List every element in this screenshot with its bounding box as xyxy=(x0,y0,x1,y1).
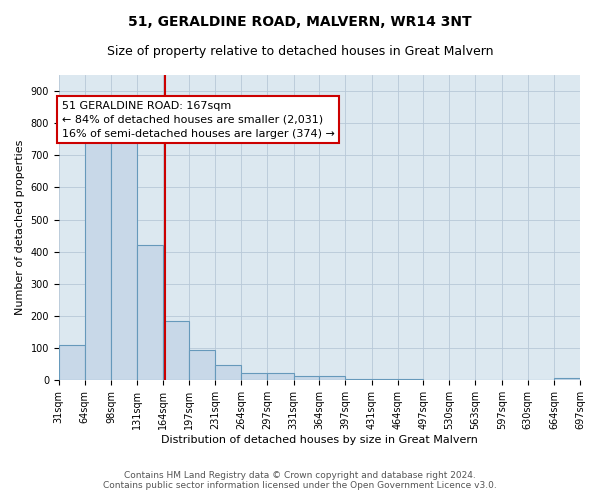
Bar xyxy=(137,246,163,380)
Bar xyxy=(372,378,398,380)
Bar xyxy=(111,140,137,380)
Bar xyxy=(215,365,241,380)
Y-axis label: Number of detached properties: Number of detached properties xyxy=(15,140,25,316)
Bar xyxy=(319,376,345,380)
Text: 51 GERALDINE ROAD: 167sqm
← 84% of detached houses are smaller (2,031)
16% of se: 51 GERALDINE ROAD: 167sqm ← 84% of detac… xyxy=(62,100,335,138)
Bar xyxy=(293,376,319,380)
Bar xyxy=(59,345,85,380)
Text: Size of property relative to detached houses in Great Malvern: Size of property relative to detached ho… xyxy=(107,45,493,58)
Text: Contains HM Land Registry data © Crown copyright and database right 2024.
Contai: Contains HM Land Registry data © Crown c… xyxy=(103,470,497,490)
Bar xyxy=(345,378,372,380)
Text: 51, GERALDINE ROAD, MALVERN, WR14 3NT: 51, GERALDINE ROAD, MALVERN, WR14 3NT xyxy=(128,15,472,29)
Bar xyxy=(267,374,293,380)
Bar xyxy=(554,378,580,380)
Bar xyxy=(188,350,215,380)
X-axis label: Distribution of detached houses by size in Great Malvern: Distribution of detached houses by size … xyxy=(161,435,478,445)
Bar xyxy=(398,378,424,380)
Bar xyxy=(85,140,111,380)
Bar xyxy=(163,321,188,380)
Bar xyxy=(241,374,267,380)
